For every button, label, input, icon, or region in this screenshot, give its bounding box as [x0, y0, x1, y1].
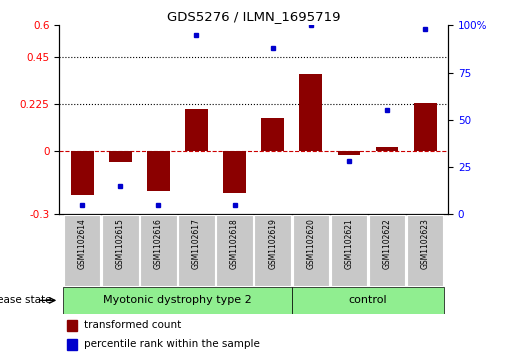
Bar: [71, 151, 94, 195]
Text: GSM1102614: GSM1102614: [78, 218, 87, 269]
Text: GSM1102618: GSM1102618: [230, 218, 239, 269]
Bar: [254, 215, 291, 286]
Text: Myotonic dystrophy type 2: Myotonic dystrophy type 2: [103, 295, 252, 305]
Bar: [414, 103, 437, 151]
Bar: [261, 118, 284, 151]
Bar: [140, 215, 177, 286]
Bar: [369, 215, 405, 286]
Text: control: control: [349, 295, 387, 305]
Text: GSM1102623: GSM1102623: [421, 218, 430, 269]
Text: percentile rank within the sample: percentile rank within the sample: [84, 339, 261, 349]
Bar: [375, 147, 399, 151]
Title: GDS5276 / ILMN_1695719: GDS5276 / ILMN_1695719: [167, 10, 340, 23]
Text: GSM1102616: GSM1102616: [154, 218, 163, 269]
Bar: [63, 287, 292, 314]
Text: GSM1102620: GSM1102620: [306, 218, 315, 269]
Bar: [216, 215, 253, 286]
Text: disease state: disease state: [0, 295, 52, 305]
Bar: [67, 339, 77, 350]
Bar: [293, 215, 329, 286]
Text: transformed count: transformed count: [84, 321, 182, 330]
Bar: [102, 215, 139, 286]
Bar: [407, 215, 443, 286]
Bar: [299, 74, 322, 151]
Bar: [223, 151, 246, 193]
Bar: [109, 151, 132, 162]
Bar: [292, 287, 444, 314]
Text: GSM1102619: GSM1102619: [268, 218, 277, 269]
Bar: [331, 215, 367, 286]
Bar: [337, 151, 360, 155]
Text: GSM1102615: GSM1102615: [116, 218, 125, 269]
Text: GSM1102617: GSM1102617: [192, 218, 201, 269]
Text: GSM1102621: GSM1102621: [345, 218, 353, 269]
Bar: [67, 320, 77, 331]
Bar: [178, 215, 215, 286]
Bar: [185, 109, 208, 151]
Bar: [64, 215, 100, 286]
Text: GSM1102622: GSM1102622: [383, 218, 391, 269]
Bar: [147, 151, 170, 191]
